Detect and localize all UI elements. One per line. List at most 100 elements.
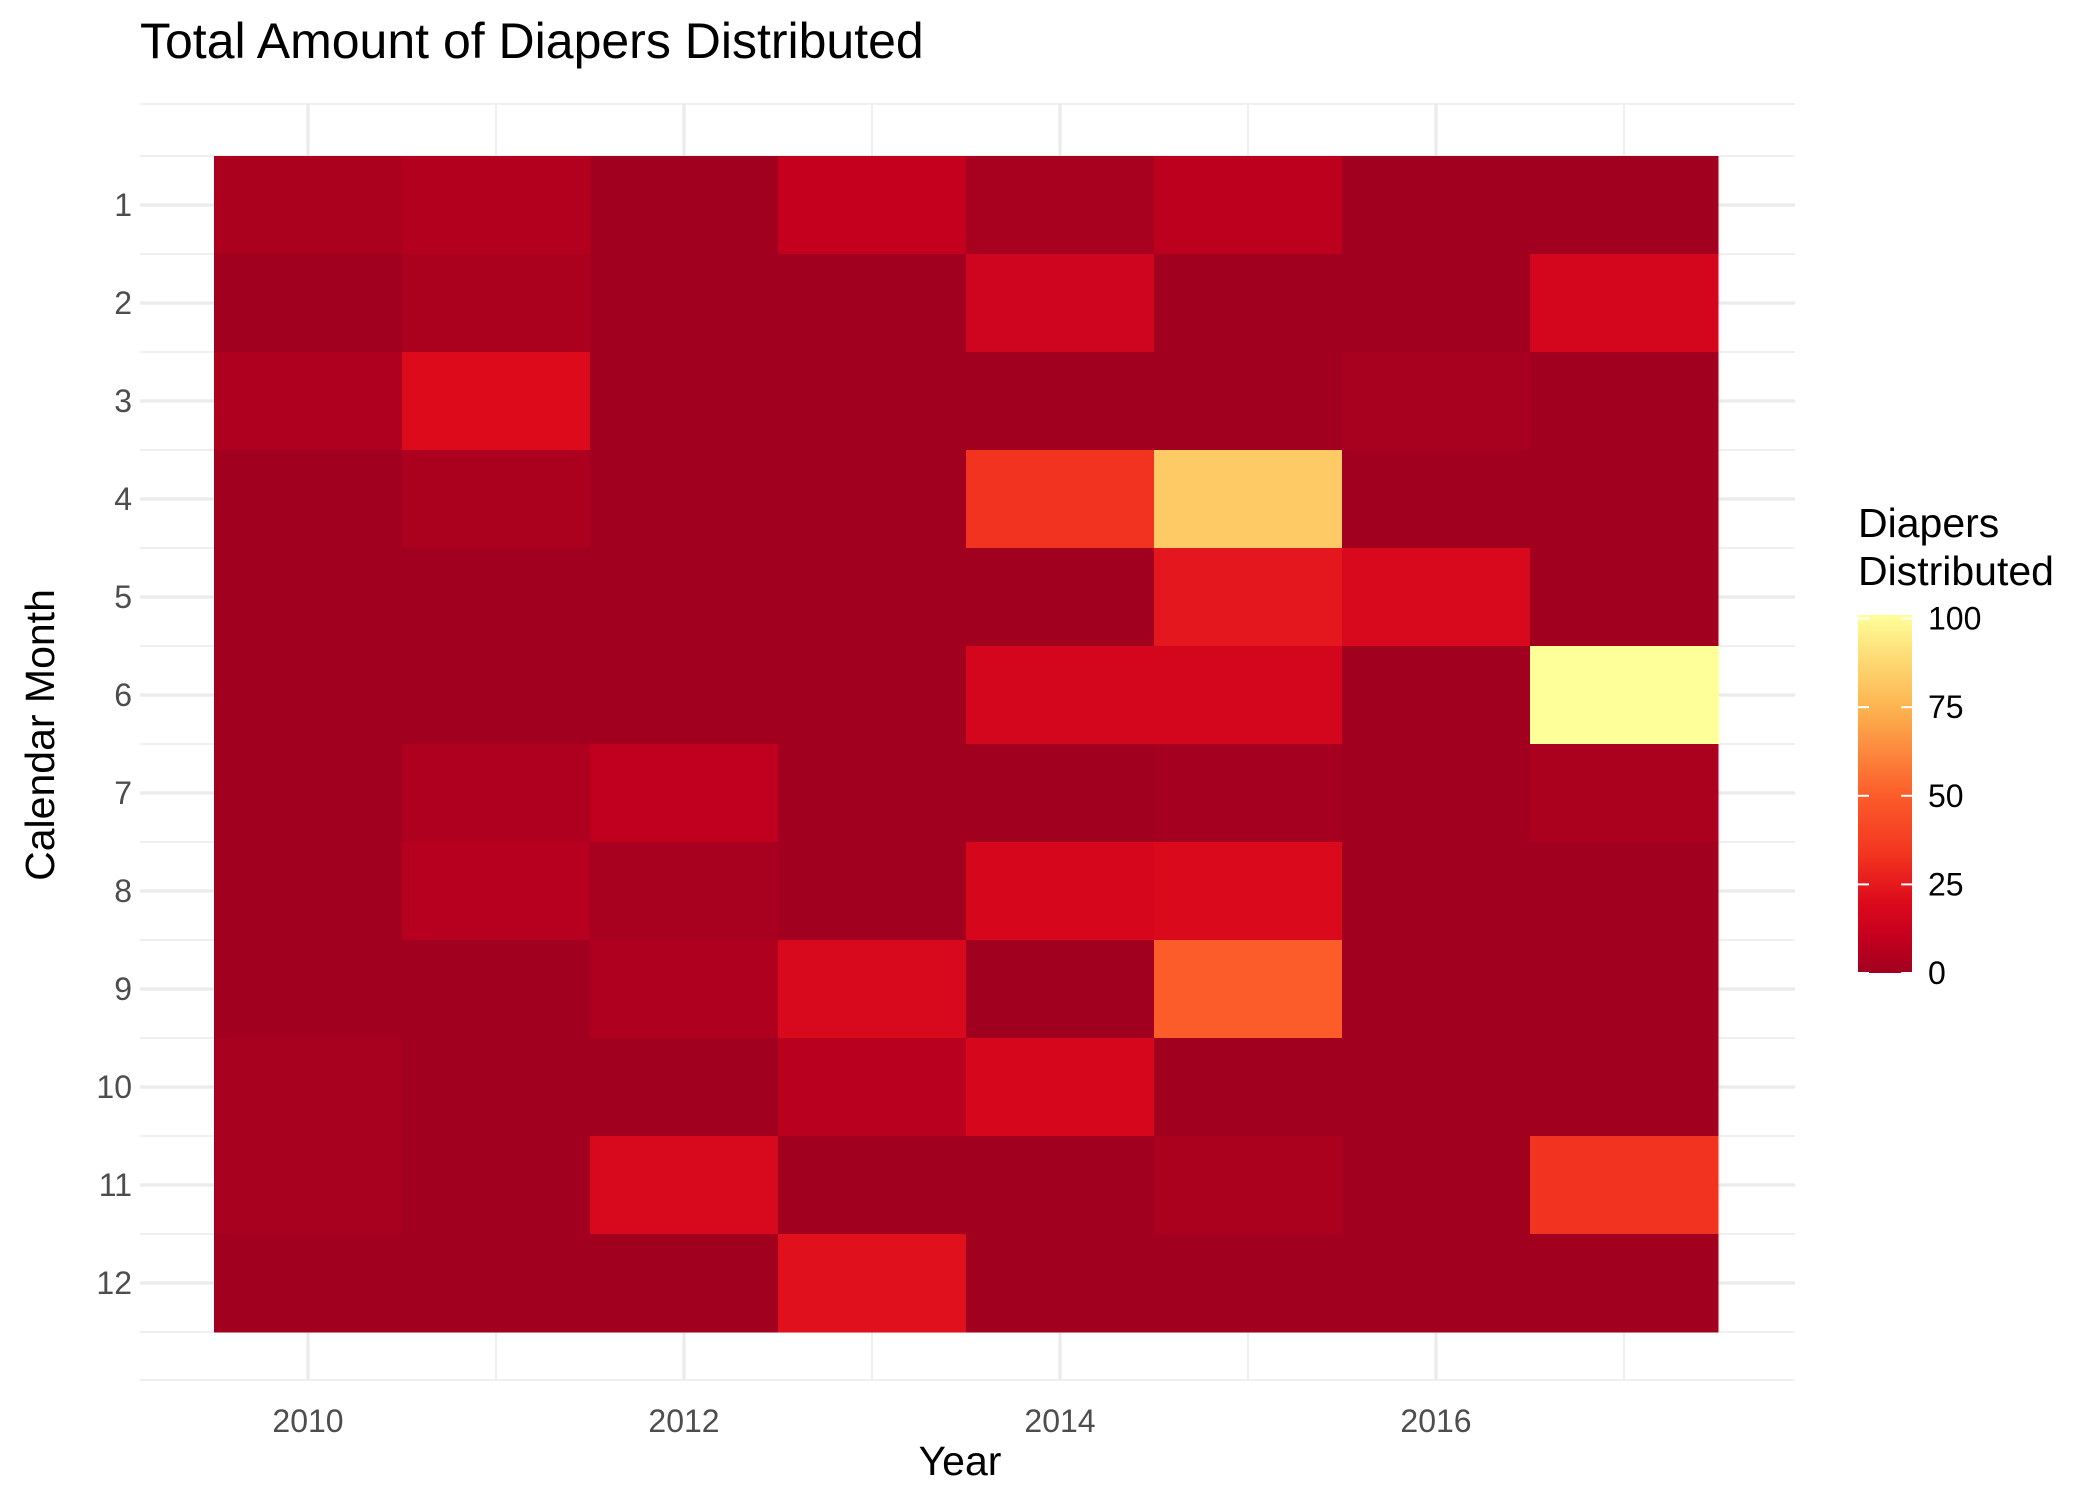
legend-tick-label: 75 bbox=[1928, 689, 1964, 725]
y-tick-label: 12 bbox=[96, 1265, 132, 1301]
heatmap-tile bbox=[1530, 1038, 1719, 1137]
heatmap-tile bbox=[966, 940, 1155, 1039]
heatmap-tile bbox=[966, 254, 1155, 353]
heatmap-tile bbox=[778, 744, 967, 843]
heatmap-tile bbox=[778, 1136, 967, 1235]
heatmap-tile bbox=[966, 548, 1155, 647]
heatmap-tile bbox=[966, 842, 1155, 941]
heatmap-tile bbox=[590, 1234, 779, 1333]
y-tick-label: 2 bbox=[114, 285, 132, 321]
legend-tick-label: 100 bbox=[1928, 601, 1981, 637]
heatmap-tile bbox=[1530, 1136, 1719, 1235]
heatmap-tile bbox=[1154, 1038, 1343, 1137]
y-tick-label: 5 bbox=[114, 579, 132, 615]
heatmap-tile bbox=[214, 646, 403, 745]
heatmap-tile bbox=[966, 1038, 1155, 1137]
heatmap-tile bbox=[778, 842, 967, 941]
heatmap-tile bbox=[590, 1136, 779, 1235]
heatmap-tile bbox=[1154, 1136, 1343, 1235]
heatmap-tile bbox=[214, 156, 403, 255]
heatmap-tile bbox=[1342, 548, 1531, 647]
heatmap-tile bbox=[1154, 1234, 1343, 1333]
heatmap-tile bbox=[1154, 842, 1343, 941]
heatmap-tile bbox=[214, 254, 403, 353]
x-tick-label: 2014 bbox=[1024, 1403, 1095, 1439]
heatmap-tile bbox=[966, 1234, 1155, 1333]
heatmap-tile bbox=[402, 744, 591, 843]
heatmap-tile bbox=[214, 450, 403, 549]
heatmap-tile bbox=[1154, 450, 1343, 549]
heatmap-tile bbox=[1530, 1234, 1719, 1333]
heatmap-tile bbox=[778, 352, 967, 451]
legend-tick-label: 25 bbox=[1928, 866, 1964, 902]
heatmap-tile bbox=[402, 548, 591, 647]
y-tick-label: 11 bbox=[99, 1167, 132, 1203]
x-tick-label: 2012 bbox=[648, 1403, 719, 1439]
heatmap-tile bbox=[1342, 646, 1531, 745]
heatmap-tile bbox=[1342, 156, 1531, 255]
heatmap-tile bbox=[1530, 254, 1719, 353]
heatmap-tile bbox=[778, 450, 967, 549]
heatmap-tile bbox=[1342, 1136, 1531, 1235]
y-axis-title: Calendar Month bbox=[17, 589, 63, 881]
heatmap-tile bbox=[1530, 842, 1719, 941]
chart-title: Total Amount of Diapers Distributed bbox=[140, 13, 924, 69]
heatmap-tile bbox=[402, 1038, 591, 1137]
heatmap-tile bbox=[1342, 352, 1531, 451]
heatmap-tile bbox=[590, 940, 779, 1039]
heatmap-tile bbox=[214, 1038, 403, 1137]
x-tick-label: 2016 bbox=[1400, 1403, 1471, 1439]
heatmap-tile bbox=[966, 646, 1155, 745]
heatmap-tile bbox=[1154, 646, 1343, 745]
heatmap-tile bbox=[966, 352, 1155, 451]
heatmap-tile bbox=[966, 744, 1155, 843]
y-tick-label: 8 bbox=[114, 873, 132, 909]
heatmap-tile bbox=[778, 646, 967, 745]
heatmap-tile bbox=[1154, 352, 1343, 451]
y-tick-label: 10 bbox=[96, 1069, 132, 1105]
heatmap-tile bbox=[1154, 156, 1343, 255]
heatmap-tile bbox=[590, 548, 779, 647]
heatmap-tile bbox=[1342, 744, 1531, 843]
y-tick-label: 3 bbox=[114, 383, 132, 419]
heatmap-tile bbox=[1342, 940, 1531, 1039]
heatmap-tile bbox=[214, 940, 403, 1039]
legend-colorbar bbox=[1858, 615, 1912, 973]
y-tick-label: 6 bbox=[114, 677, 132, 713]
heatmap-tile bbox=[402, 254, 591, 353]
heatmap-tile bbox=[1530, 450, 1719, 549]
heatmap-tile bbox=[1530, 548, 1719, 647]
heatmap-tile bbox=[402, 352, 591, 451]
heatmap-tile bbox=[590, 842, 779, 941]
heatmap-tile bbox=[1530, 940, 1719, 1039]
heatmap-tile bbox=[966, 1136, 1155, 1235]
heatmap-tile bbox=[402, 646, 591, 745]
heatmap-tile bbox=[402, 450, 591, 549]
heatmap-tile bbox=[402, 1136, 591, 1235]
heatmap-tile bbox=[1154, 548, 1343, 647]
heatmap-tile bbox=[402, 842, 591, 941]
heatmap-tile bbox=[1342, 450, 1531, 549]
heatmap-tile bbox=[402, 156, 591, 255]
y-tick-label: 7 bbox=[114, 775, 132, 811]
heatmap-tile bbox=[402, 1234, 591, 1333]
x-tick-label: 2010 bbox=[272, 1403, 343, 1439]
heatmap-tile bbox=[402, 940, 591, 1039]
heatmap-tile bbox=[214, 352, 403, 451]
heatmap-tile bbox=[590, 744, 779, 843]
heatmap-tile bbox=[214, 1136, 403, 1235]
heatmap-tile bbox=[590, 156, 779, 255]
heatmap-tile bbox=[1154, 940, 1343, 1039]
heatmap-tile bbox=[214, 744, 403, 843]
heatmap-tile bbox=[214, 842, 403, 941]
heatmap-tile bbox=[966, 156, 1155, 255]
heatmap-tile bbox=[214, 1234, 403, 1333]
heatmap-tile bbox=[1530, 744, 1719, 843]
heatmap-tile bbox=[590, 254, 779, 353]
heatmap-tile bbox=[214, 548, 403, 647]
heatmap-tile bbox=[1342, 254, 1531, 353]
heatmap-tile bbox=[590, 646, 779, 745]
